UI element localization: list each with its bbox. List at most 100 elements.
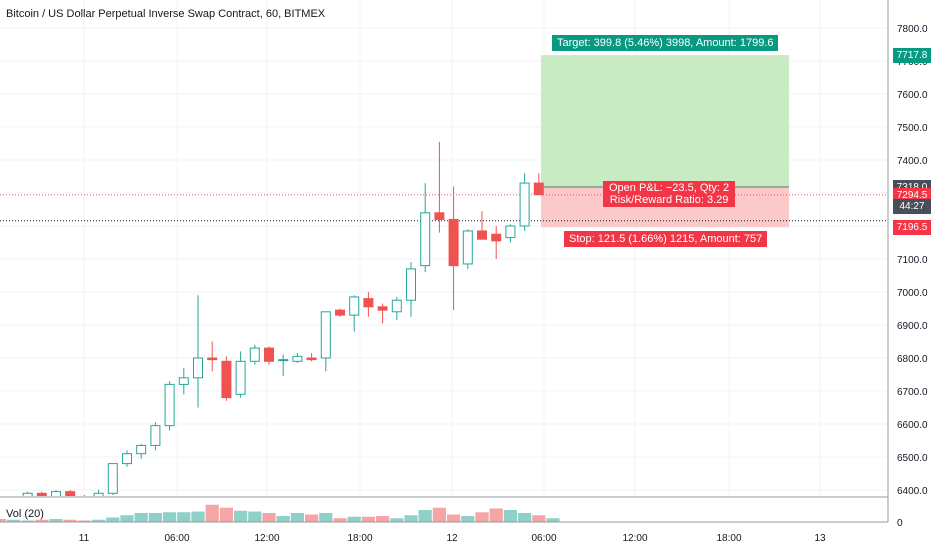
x-tick-label: 12:00 xyxy=(254,533,279,544)
y-tick-label: 7800.0 xyxy=(897,24,928,35)
volume-bars xyxy=(0,496,888,522)
volume-bar xyxy=(503,510,517,522)
candle-body xyxy=(193,357,203,379)
y-tick-label: 6900.0 xyxy=(897,321,928,332)
volume-zero-label: 0 xyxy=(897,518,903,529)
risk-reward-line: Risk/Reward Ratio: 3.29 xyxy=(609,194,729,207)
stop-label[interactable]: Stop: 121.5 (1.66%) 1215, Amount: 757 xyxy=(564,231,768,248)
volume-bar xyxy=(205,504,219,522)
x-tick-label: 12:00 xyxy=(622,533,647,544)
candle-body xyxy=(249,347,260,362)
volume-bar xyxy=(6,519,21,522)
volume-bar xyxy=(49,519,63,522)
candle-body xyxy=(136,444,147,455)
volume-bar xyxy=(461,516,475,522)
pnl-label[interactable]: Open P&L: −23.5, Qty: 2 Risk/Reward Rati… xyxy=(603,181,736,208)
candle-body xyxy=(221,360,232,399)
candle-body xyxy=(491,233,502,242)
volume-bar xyxy=(120,515,134,522)
candle-body xyxy=(420,212,431,267)
y-tick-label: 6800.0 xyxy=(897,354,928,365)
volume-bar xyxy=(290,513,304,522)
volume-bar xyxy=(63,519,77,522)
candle-body xyxy=(306,357,317,361)
volume-bar xyxy=(148,513,162,522)
volume-bar xyxy=(305,514,319,522)
volume-bar xyxy=(361,516,375,522)
candle-body xyxy=(533,182,544,196)
volume-bar xyxy=(276,516,290,522)
y-tick-label: 6700.0 xyxy=(897,387,928,398)
candle-body xyxy=(434,212,445,220)
candle-body xyxy=(150,425,161,446)
y-tick-label: 7000.0 xyxy=(897,288,928,299)
volume-bar xyxy=(475,512,489,522)
candle-body xyxy=(122,453,132,465)
candle-body xyxy=(264,347,274,362)
candle-body xyxy=(448,218,459,267)
x-tick-label: 13 xyxy=(814,533,826,544)
price-tag: 7717.8 xyxy=(893,48,931,64)
price-tag: 7196.5 xyxy=(893,220,931,236)
candle-body xyxy=(107,463,118,494)
volume-bar xyxy=(532,515,546,522)
candle-body xyxy=(391,299,402,313)
volume-bar xyxy=(21,520,35,522)
volume-bar xyxy=(333,518,347,522)
pnl-line: Open P&L: −23.5, Qty: 2 xyxy=(609,182,730,195)
candle-body xyxy=(65,491,76,498)
candle-body xyxy=(292,355,303,362)
volume-bar xyxy=(191,511,205,522)
volume-bar xyxy=(77,520,91,522)
volume-bar xyxy=(35,519,49,522)
y-tick-label: 6600.0 xyxy=(897,420,928,431)
y-tick-label: 7500.0 xyxy=(897,123,928,134)
volume-bar xyxy=(134,513,148,522)
candle-body xyxy=(477,230,487,240)
candle-body xyxy=(51,491,61,498)
volume-bar xyxy=(92,519,106,522)
volume-bar xyxy=(219,507,233,522)
candle-body xyxy=(363,298,374,308)
candle-body xyxy=(320,311,331,359)
candle-body xyxy=(505,225,516,239)
volume-bar xyxy=(234,510,248,522)
x-tick-label: 11 xyxy=(79,533,90,544)
volume-bar xyxy=(418,510,432,522)
volume-bar xyxy=(404,515,418,522)
x-tick-label: 18:00 xyxy=(716,533,741,544)
chart-title: Bitcoin / US Dollar Perpetual Inverse Sw… xyxy=(6,8,326,20)
candles xyxy=(0,141,544,510)
volume-bar xyxy=(347,516,361,522)
x-tick-label: 12 xyxy=(446,533,458,544)
volume-bar xyxy=(489,508,503,522)
x-tick-label: 18:00 xyxy=(347,533,372,544)
y-tick-label: 7100.0 xyxy=(897,255,928,266)
price-tag: 44:27 xyxy=(893,198,931,214)
position-zones xyxy=(0,55,888,228)
volume-bar xyxy=(106,517,120,522)
volume-bar xyxy=(390,518,404,522)
volume-bar xyxy=(376,516,390,522)
volume-bar xyxy=(518,513,532,522)
candle-body xyxy=(278,359,289,362)
candle-body xyxy=(349,296,360,316)
candle-body xyxy=(462,230,473,265)
y-tick-label: 7400.0 xyxy=(897,156,928,167)
y-tick-label: 7600.0 xyxy=(897,90,928,101)
volume-bar xyxy=(447,514,461,522)
candle-body xyxy=(406,268,416,301)
candle-body xyxy=(519,182,530,227)
volume-bar xyxy=(546,518,560,522)
candle-body xyxy=(207,357,218,361)
y-tick-label: 6500.0 xyxy=(897,453,928,464)
target-label[interactable]: Target: 399.8 (5.46%) 3998, Amount: 1799… xyxy=(552,35,779,52)
volume-bar xyxy=(177,512,191,522)
y-tick-label: 6400.0 xyxy=(897,486,928,497)
volume-bar xyxy=(262,513,276,522)
x-tick-label: 06:00 xyxy=(164,533,189,544)
candle-body xyxy=(377,306,388,311)
candle-body xyxy=(235,360,246,395)
x-tick-label: 06:00 xyxy=(531,533,556,544)
